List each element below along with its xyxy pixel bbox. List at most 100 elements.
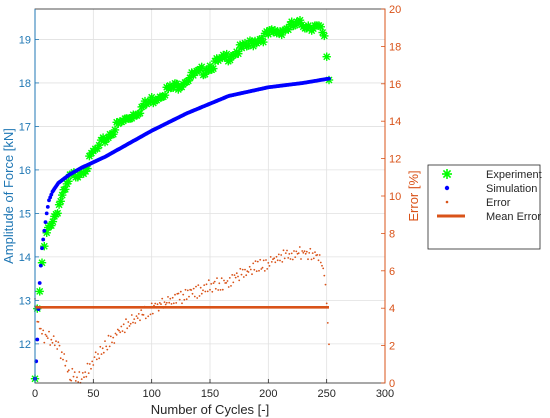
error-point [125, 318, 127, 321]
error-point [84, 371, 87, 373]
error-point [295, 250, 298, 253]
error-point [191, 292, 194, 295]
error-point [129, 322, 132, 325]
error-point [169, 297, 172, 300]
error-point [108, 345, 111, 348]
experiment-point-stroke [323, 53, 331, 61]
error-point [223, 279, 225, 282]
error-point [70, 379, 73, 382]
simulation-point [45, 205, 50, 209]
y-left-tick-label: 15 [19, 208, 31, 220]
error-point [245, 274, 248, 277]
error-point [164, 303, 167, 306]
error-point [192, 287, 195, 290]
legend-label-mean-error: Mean Error [486, 211, 541, 223]
experiment-point-stroke [36, 287, 44, 295]
error-point [67, 369, 70, 372]
y-right-tick-label: 16 [389, 79, 401, 91]
experiment-point [320, 31, 329, 41]
experiment-point [135, 109, 145, 118]
error-point [163, 301, 166, 303]
error-point [304, 252, 307, 255]
error-point [205, 283, 208, 286]
error-point [197, 284, 200, 286]
error-point [303, 250, 306, 253]
error-point [270, 261, 273, 263]
error-point [231, 274, 234, 276]
error-point [126, 327, 129, 330]
error-point [293, 250, 295, 252]
error-point [322, 267, 325, 270]
error-point [48, 330, 50, 333]
error-point [137, 313, 140, 315]
error-point [167, 296, 169, 298]
error-point [260, 268, 263, 270]
error-point [92, 364, 95, 366]
error-point [287, 257, 290, 259]
x-tick-label: 300 [376, 388, 394, 400]
error-point [42, 329, 45, 332]
error-point [133, 318, 136, 320]
error-point [115, 334, 118, 336]
error-point [279, 259, 281, 262]
experiment-point-stroke [271, 26, 279, 34]
legend-marker-simulation [444, 185, 450, 191]
simulation-point [37, 281, 42, 285]
error-point [59, 357, 62, 360]
error-point [175, 302, 178, 304]
error-point [85, 375, 88, 378]
error-point [107, 334, 110, 337]
error-point [105, 345, 108, 348]
y-left-tick-label: 18 [19, 78, 31, 90]
error-point [255, 270, 258, 273]
error-point [269, 256, 272, 258]
error-point [280, 254, 283, 256]
simulation-point [44, 211, 49, 216]
error-point [248, 265, 251, 268]
error-point [64, 364, 67, 367]
error-point [237, 275, 239, 278]
error-point [301, 250, 304, 252]
simulation-point [47, 198, 51, 203]
error-point [188, 295, 190, 298]
error-point [251, 273, 253, 276]
error-point [136, 317, 139, 319]
error-point [247, 271, 250, 273]
experiment-point-stroke [64, 177, 72, 185]
legend-label-error: Error [486, 197, 511, 209]
error-point [186, 289, 189, 292]
error-point [212, 282, 215, 284]
error-point [318, 254, 321, 256]
error-point [150, 302, 153, 305]
error-point [71, 367, 74, 370]
experiment-point-stroke [111, 126, 119, 134]
error-point [174, 293, 176, 296]
error-point [99, 345, 102, 348]
x-tick-label: 0 [32, 388, 38, 400]
error-point [308, 252, 311, 254]
error-point [288, 253, 291, 255]
error-point [49, 344, 52, 346]
error-point [50, 338, 53, 341]
error-point [98, 357, 101, 360]
error-point [127, 321, 130, 323]
error-point [139, 319, 141, 322]
y-left-tick-label: 13 [19, 295, 31, 307]
error-point [156, 303, 159, 306]
error-point [312, 257, 315, 260]
experiment-point [209, 64, 218, 73]
simulation-point [42, 228, 47, 233]
error-point [317, 259, 320, 262]
simulation-point [327, 76, 331, 81]
error-point [185, 298, 188, 301]
error-point [122, 323, 125, 326]
error-point [282, 249, 285, 252]
experiment-point [64, 177, 73, 186]
error-point [119, 331, 122, 334]
error-point [144, 317, 147, 320]
y-left-tick-label: 14 [19, 252, 31, 264]
error-point [268, 265, 271, 267]
error-point [55, 340, 57, 343]
error-point [263, 270, 266, 272]
y-right-tick-label: 0 [389, 378, 395, 390]
